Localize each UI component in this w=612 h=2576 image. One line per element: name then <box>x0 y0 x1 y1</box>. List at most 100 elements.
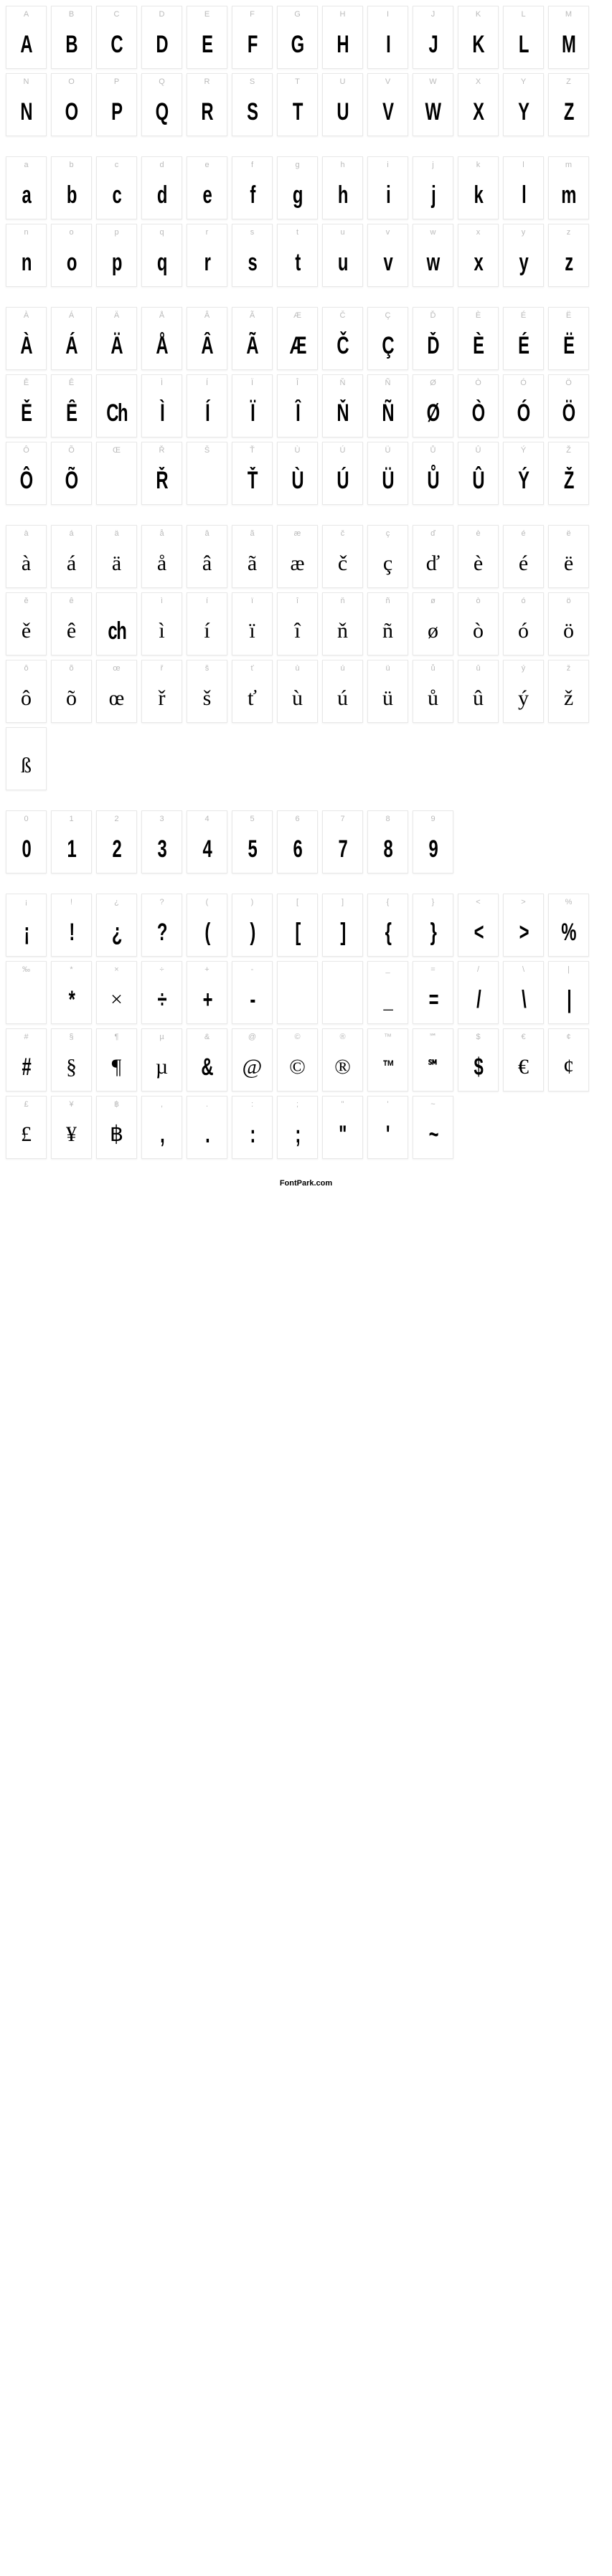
glyph-label: ¥ <box>69 1101 73 1111</box>
glyph-label: Ř <box>159 447 165 457</box>
glyph: ™ <box>382 1043 393 1091</box>
glyph-cell: 44 <box>187 810 227 873</box>
glyph-label: ì <box>161 597 163 607</box>
glyph: a <box>22 171 31 219</box>
glyph-cell: ®® <box>322 1028 363 1092</box>
glyph: Ã <box>247 322 258 369</box>
glyph: } <box>430 909 436 956</box>
glyph: ? <box>157 909 166 956</box>
glyph-label: u <box>340 229 344 239</box>
glyph-label: 2 <box>114 815 118 825</box>
glyph: ¿ <box>112 909 121 956</box>
glyph-cell: KK <box>458 6 499 69</box>
glyph: Ô <box>20 457 32 504</box>
glyph: [ <box>295 909 300 956</box>
glyph-label: O <box>68 78 75 88</box>
glyph-cell: HH <box>322 6 363 69</box>
glyph-cell: ÍÍ <box>187 374 227 437</box>
glyph-label: r <box>206 229 209 239</box>
glyph-label: z <box>567 229 571 239</box>
glyph: Ø <box>427 389 439 437</box>
glyph-label: + <box>204 966 209 976</box>
glyph-cell: WW <box>413 73 453 136</box>
glyph-label: à <box>24 530 28 540</box>
glyph-cell: ;; <box>277 1096 318 1159</box>
glyph-label: s <box>250 229 255 239</box>
glyph-cell: hh <box>322 156 363 219</box>
glyph-cell: ÛÛ <box>458 442 499 505</box>
glyph-cell: -- <box>232 961 273 1024</box>
glyph-cell: EE <box>187 6 227 69</box>
glyph: R <box>202 88 213 136</box>
glyph-cell: ØØ <box>413 374 453 437</box>
glyph-cell: rr <box>187 224 227 287</box>
glyph-cell: àà <box>6 525 47 588</box>
glyph-cell: Š <box>187 442 227 505</box>
glyph: # <box>22 1043 31 1091</box>
glyph-label: Á <box>69 312 74 322</box>
glyph-cell: ~~ <box>413 1096 453 1159</box>
section-lowercase-accents: ààááääååââããææččççďďèèééëëěěêêchììííïïîî… <box>6 525 606 790</box>
glyph-cell: ## <box>6 1028 47 1092</box>
glyph: . <box>205 1111 209 1158</box>
glyph: ] <box>340 909 345 956</box>
glyph: ó <box>518 607 529 655</box>
glyph-label: i <box>387 161 388 171</box>
glyph-label: H <box>340 11 346 21</box>
glyph-cell: || <box>548 961 589 1024</box>
glyph-cell: zz <box>548 224 589 287</box>
glyph: 9 <box>429 825 438 873</box>
glyph: Ý <box>518 457 528 504</box>
glyph-label: e <box>204 161 209 171</box>
glyph-cell: aa <box>6 156 47 219</box>
glyph-cell: ÊÊ <box>51 374 92 437</box>
glyph-cell: II <box>367 6 408 69</box>
glyph-label: b <box>69 161 73 171</box>
glyph: ú <box>337 675 348 722</box>
glyph-label: £ <box>24 1101 28 1111</box>
glyph: D <box>156 21 168 68</box>
glyph-label: î <box>296 597 298 607</box>
glyph-cell: ÒÒ <box>458 374 499 437</box>
glyph: č <box>338 540 347 587</box>
glyph: ì <box>159 607 164 655</box>
glyph: Ò <box>472 389 484 437</box>
glyph-label: Ť <box>250 447 255 457</box>
glyph: § <box>66 1043 77 1091</box>
glyph: * <box>69 976 75 1023</box>
glyph-label: û <box>476 665 480 675</box>
glyph: Z <box>564 88 573 136</box>
glyph-label: c <box>115 161 119 171</box>
glyph-cell: ëë <box>548 525 589 588</box>
glyph: > <box>519 909 528 956</box>
glyph-label: Ç <box>385 312 391 322</box>
glyph-cell: LL <box>503 6 544 69</box>
glyph-label: m <box>565 161 572 171</box>
glyph: n <box>22 239 31 286</box>
glyph: ù <box>292 675 303 722</box>
glyph-cell: ÉÉ <box>503 307 544 370</box>
glyph-cell: ÁÁ <box>51 307 92 370</box>
glyph: ฿ <box>110 1111 123 1158</box>
glyph: K <box>473 21 484 68</box>
glyph-label: ¢ <box>566 1033 570 1043</box>
glyph: 4 <box>203 825 212 873</box>
glyph: Ç <box>382 322 394 369</box>
glyph-label: 6 <box>295 815 299 825</box>
glyph-label: o <box>69 229 73 239</box>
glyph-label: ř <box>161 665 164 675</box>
glyph-cell: îî <box>277 592 318 655</box>
glyph-cell: ©© <box>277 1028 318 1092</box>
glyph: k <box>474 171 483 219</box>
glyph-cell: cc <box>96 156 137 219</box>
glyph-label: 9 <box>430 815 435 825</box>
glyph-label: ô <box>24 665 28 675</box>
glyph: ~ <box>428 1111 438 1158</box>
glyph-cell: gg <box>277 156 318 219</box>
glyph-label: Ě <box>24 379 29 389</box>
glyph: © <box>289 1043 306 1091</box>
glyph-label: a <box>24 161 28 171</box>
glyph-cell: \\ <box>503 961 544 1024</box>
glyph-cell: ÌÌ <box>141 374 182 437</box>
glyph-cell: ℠℠ <box>413 1028 453 1092</box>
